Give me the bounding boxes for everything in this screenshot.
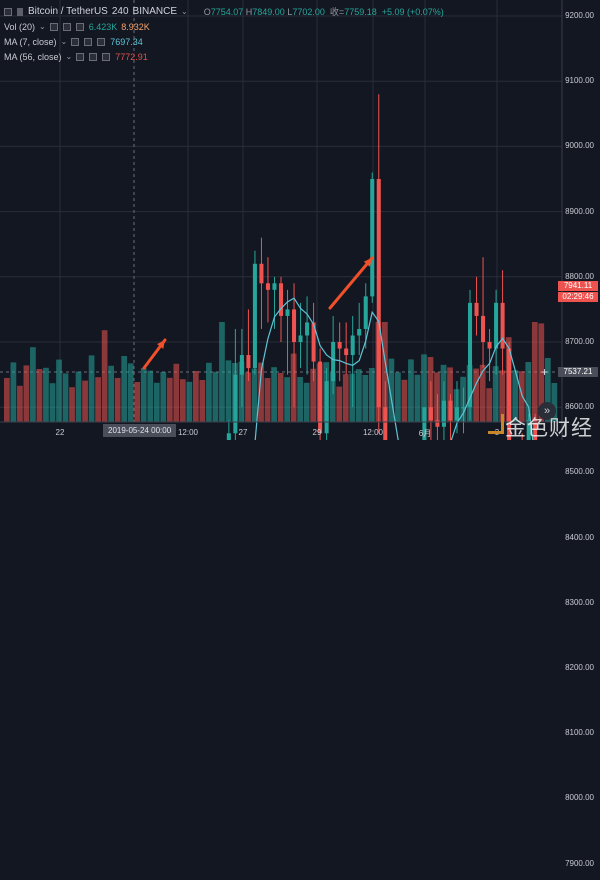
- symbol-name[interactable]: Bitcoin / TetherUS: [28, 6, 108, 17]
- countdown-tag: 02:29:46: [558, 292, 598, 302]
- price-axis-label: 8400.00: [565, 532, 594, 542]
- settings-icon[interactable]: [89, 52, 98, 61]
- eye-icon[interactable]: [71, 37, 80, 46]
- settings-icon[interactable]: [84, 37, 93, 46]
- eye-icon[interactable]: [76, 52, 85, 61]
- time-axis-label: 29: [312, 428, 322, 437]
- close-icon[interactable]: [75, 22, 84, 31]
- close-icon[interactable]: [102, 52, 111, 61]
- time-axis-label: 22: [55, 428, 65, 437]
- scroll-to-latest-icon[interactable]: »: [538, 402, 556, 420]
- price-axis-label: 8700.00: [565, 337, 594, 346]
- watermark-logo-icon: [488, 414, 504, 434]
- watermark: 金色财经: [505, 417, 593, 440]
- indicator-vol[interactable]: Vol (20) ⌄ 6.423K 8.932K: [4, 19, 444, 34]
- price-axis-label: 8800.00: [565, 271, 594, 281]
- price-axis-label: 8100.00: [565, 728, 594, 738]
- indicator-name: MA (7, close): [4, 36, 57, 47]
- exchange[interactable]: BINANCE: [132, 6, 177, 17]
- indicator-value: 8.932K: [121, 21, 150, 32]
- indicator-ma7[interactable]: MA (7, close) ⌄ 7697.34: [4, 34, 444, 49]
- indicator-name: MA (56, close): [4, 51, 62, 62]
- last-price-tag: 7941.11: [558, 281, 598, 291]
- symbol-flag-icon: [17, 7, 23, 16]
- time-axis-label: 12:00: [177, 428, 199, 437]
- symbol-row: Bitcoin / TetherUS 240 BINANCE ⌄ O7754.0…: [4, 4, 444, 19]
- chevron-down-icon[interactable]: ⌄: [60, 37, 68, 46]
- price-axis-label: 8000.00: [565, 793, 594, 803]
- indicator-ma56[interactable]: MA (56, close) ⌄ 7772.91: [4, 49, 444, 64]
- indicator-value: 7772.91: [115, 51, 148, 62]
- close-icon[interactable]: [97, 37, 106, 46]
- candlestick-chart[interactable]: [0, 0, 600, 440]
- price-axis-label: 9100.00: [565, 76, 594, 86]
- chevron-down-icon[interactable]: ⌄: [39, 22, 46, 31]
- crosshair-plus-icon[interactable]: +: [541, 365, 549, 379]
- crosshair-time-tag: 2019-05-24 00:00: [103, 424, 177, 437]
- collapse-icon[interactable]: [4, 7, 12, 16]
- indicator-name: Vol (20): [4, 21, 36, 32]
- price-axis-label: 8200.00: [565, 663, 594, 672]
- eye-icon[interactable]: [49, 22, 58, 31]
- time-axis-label: 6月: [418, 429, 432, 438]
- crosshair-price-tag: 7537.21: [558, 367, 598, 377]
- chevron-down-icon[interactable]: ⌄: [65, 52, 73, 61]
- indicator-value: 7697.34: [110, 36, 143, 47]
- price-axis-label: 8900.00: [565, 206, 594, 216]
- interval[interactable]: 240: [111, 6, 129, 17]
- ohlc-values: O7754.07 H7849.00 L7702.00 收=7759.18 +5.…: [203, 7, 444, 17]
- price-axis-label: 9200.00: [565, 11, 594, 20]
- settings-icon[interactable]: [62, 22, 71, 31]
- indicator-value: 6.423K: [88, 21, 118, 32]
- time-axis-label: 27: [238, 428, 248, 437]
- price-axis-label: 8500.00: [565, 467, 594, 477]
- chevron-down-icon[interactable]: ⌄: [181, 7, 188, 16]
- time-axis-label: 12:00: [362, 428, 384, 437]
- price-axis-label: 9000.00: [565, 141, 594, 151]
- price-axis-label: 8300.00: [565, 597, 594, 607]
- price-axis-label: 8600.00: [565, 402, 594, 412]
- price-axis-label: 7900.00: [565, 858, 594, 868]
- chart-legend: Bitcoin / TetherUS 240 BINANCE ⌄ O7754.0…: [4, 4, 444, 64]
